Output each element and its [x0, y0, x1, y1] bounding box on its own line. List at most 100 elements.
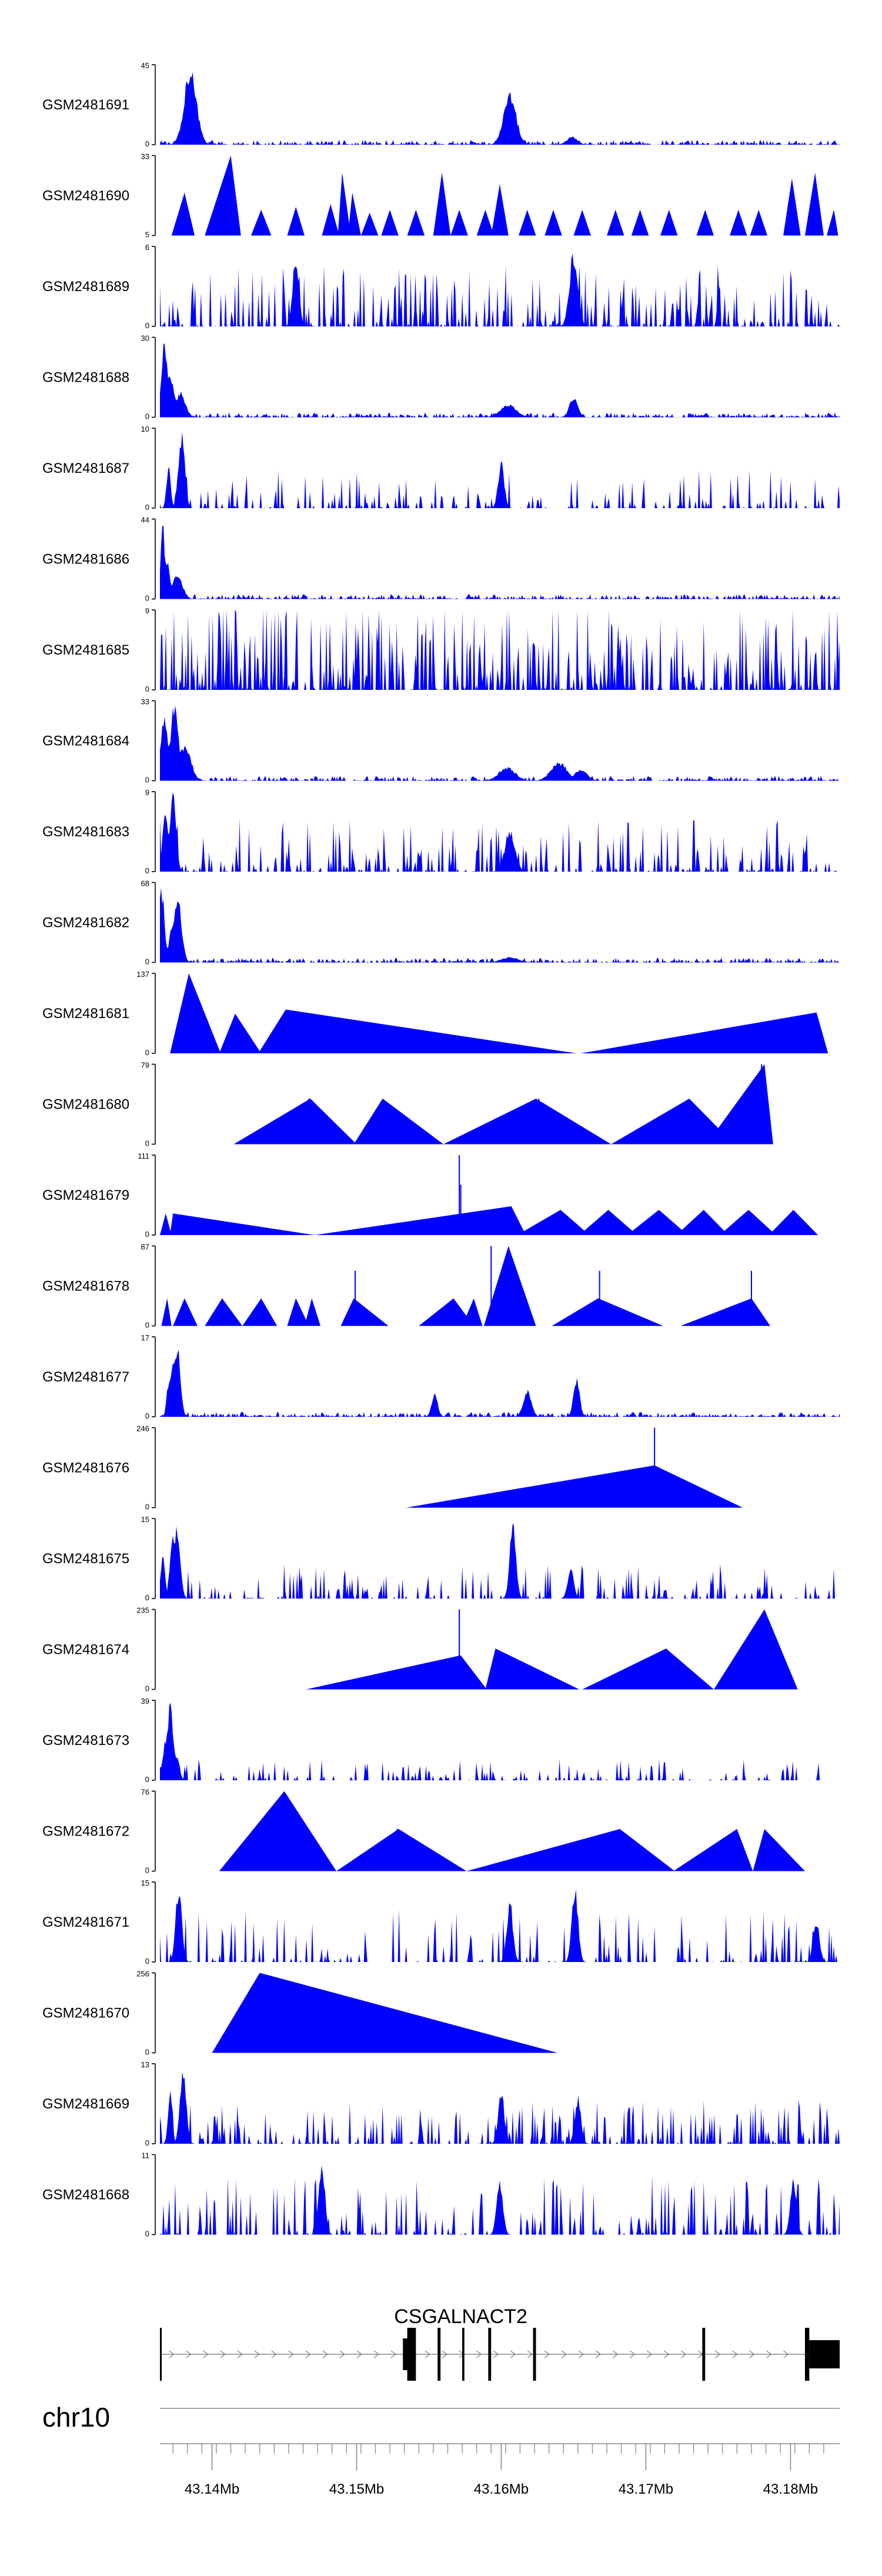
- track-GSM2481676: GSM2481676 246 0: [42, 1424, 743, 1511]
- track-ymax-label: 33: [141, 152, 149, 161]
- track-label: GSM2481682: [42, 915, 129, 931]
- axis-tick-label: 43.15Mb: [329, 2481, 384, 2497]
- signal-peak: [753, 1828, 805, 1871]
- signal-peak: [250, 209, 272, 236]
- signal-peak: [160, 1213, 172, 1235]
- signal-peak: [348, 192, 361, 236]
- strand-chevron: [442, 2350, 448, 2358]
- track-GSM2481678: GSM2481678 87 0: [42, 1243, 770, 1330]
- signal-area: [160, 610, 840, 690]
- strand-chevron: [510, 2350, 516, 2358]
- gene-model-track: CSGALNACT2: [160, 2305, 840, 2381]
- track-ymin-label: 5: [145, 231, 149, 239]
- signal-area: [160, 1703, 840, 1780]
- track-ymin-label: 0: [145, 957, 149, 966]
- strand-chevron: [749, 2350, 755, 2358]
- track-GSM2481669: GSM2481669 13 0: [42, 2060, 840, 2147]
- strand-chevron: [612, 2350, 619, 2358]
- track-ymin-label: 0: [145, 1230, 149, 1239]
- track-ymax-label: 111: [138, 1152, 149, 1160]
- signal-peak: [706, 1064, 773, 1144]
- signal-peak: [315, 1206, 526, 1235]
- track-ymin-label: 0: [145, 594, 149, 603]
- track-label: GSM2481672: [42, 1824, 129, 1840]
- signal-area: [160, 705, 840, 781]
- strand-chevron: [305, 2350, 312, 2358]
- track-GSM2481679: GSM2481679 111 0: [42, 1152, 818, 1239]
- track-ymin-label: 0: [145, 1957, 149, 1966]
- signal-peak: [433, 172, 451, 236]
- strand-chevron: [493, 2350, 499, 2358]
- track-label: GSM2481680: [42, 1097, 129, 1113]
- track-ymin-label: 0: [145, 1321, 149, 1330]
- track-GSM2481691: GSM2481691 45 0: [42, 61, 840, 148]
- track-ymin-label: 0: [145, 685, 149, 693]
- signal-peak: [466, 1828, 675, 1871]
- track-GSM2481680: GSM2481680 79 0: [42, 1061, 773, 1148]
- signal-peak: [462, 1298, 483, 1326]
- strand-chevron: [169, 2350, 175, 2358]
- signal-area: [160, 2072, 840, 2144]
- track-ymin-label: 0: [145, 2230, 149, 2238]
- strand-chevron: [203, 2350, 209, 2358]
- track-ymin-label: 0: [145, 1775, 149, 1784]
- track-label: GSM2481676: [42, 1460, 129, 1476]
- track-ymax-label: 10: [141, 425, 149, 433]
- signal-peak: [336, 1828, 467, 1871]
- strand-chevron: [629, 2350, 636, 2358]
- strand-chevron: [680, 2350, 687, 2358]
- signal-area: [160, 72, 840, 145]
- signal-peak: [579, 1210, 637, 1235]
- signal-peak: [783, 178, 801, 236]
- signal-area: [160, 2165, 840, 2235]
- track-label: GSM2481687: [42, 461, 129, 476]
- track-label: GSM2481689: [42, 279, 129, 295]
- signal-peak: [407, 209, 425, 236]
- track-ymin-label: 0: [145, 1866, 149, 1875]
- signal-peak: [518, 209, 536, 236]
- gene-exon: [462, 2328, 465, 2381]
- track-GSM2481686: GSM2481686 44 0: [42, 516, 840, 603]
- strand-chevron: [186, 2350, 192, 2358]
- track-GSM2481675: GSM2481675 15 0: [42, 1515, 840, 1602]
- strand-chevron: [254, 2350, 260, 2358]
- track-label: GSM2481677: [42, 1369, 129, 1385]
- track-ymax-label: 235: [136, 1606, 149, 1615]
- signal-area: [160, 1889, 840, 1962]
- track-ymax-label: 9: [145, 606, 149, 615]
- strand-chevron: [373, 2350, 380, 2358]
- track-label: GSM2481681: [42, 1006, 129, 1022]
- signal-peak: [804, 172, 824, 236]
- track-ymax-label: 11: [142, 2151, 150, 2160]
- track-ymax-label: 246: [136, 1424, 149, 1433]
- track-label: GSM2481688: [42, 370, 129, 386]
- gene-label: CSGALNACT2: [394, 2305, 527, 2328]
- track-ymax-label: 76: [141, 1788, 149, 1797]
- strand-chevron: [527, 2350, 533, 2358]
- axis-tick-label: 43.17Mb: [619, 2481, 673, 2497]
- gene-exon: [809, 2340, 840, 2368]
- signal-area: [160, 887, 840, 963]
- genome-axis-track: chr10 43.14Mb 43.15Mb 43.16Mb 43.17Mb 43.18M…: [42, 2402, 840, 2497]
- signal-peak: [304, 1298, 321, 1326]
- track-ymax-label: 256: [136, 1970, 149, 1978]
- signal-peak: [322, 204, 339, 236]
- signal-peak: [676, 1210, 729, 1235]
- signal-peak: [573, 209, 591, 236]
- signal-tracks: GSM2481691450GSM2481690335GSM248168960GS…: [42, 61, 840, 2238]
- track-ymin-label: 0: [145, 2048, 149, 2057]
- signal-peak: [406, 1465, 743, 1508]
- signal-peak: [680, 1298, 770, 1326]
- strand-chevron: [578, 2350, 584, 2358]
- signal-area: [160, 525, 840, 599]
- gene-exon: [488, 2328, 492, 2381]
- gene-exon: [407, 2328, 416, 2381]
- strand-chevron: [476, 2350, 482, 2358]
- signal-peak: [338, 172, 351, 236]
- track-GSM2481670: GSM2481670 256 0: [42, 1970, 558, 2057]
- signal-peak: [627, 1210, 688, 1235]
- signal-peak: [696, 209, 714, 236]
- track-GSM2481673: GSM2481673 39 0: [42, 1697, 840, 1784]
- track-ymax-label: 44: [141, 516, 149, 525]
